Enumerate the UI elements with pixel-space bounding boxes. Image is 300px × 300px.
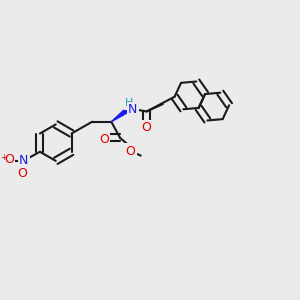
Text: O: O — [17, 167, 27, 180]
Text: O: O — [142, 121, 152, 134]
Polygon shape — [111, 108, 129, 122]
Text: O: O — [99, 133, 109, 146]
Text: O: O — [125, 145, 135, 158]
Text: N: N — [19, 154, 28, 167]
Text: O: O — [4, 153, 14, 166]
Text: N: N — [128, 103, 137, 116]
Text: +: + — [1, 153, 7, 162]
Text: H: H — [125, 98, 133, 109]
